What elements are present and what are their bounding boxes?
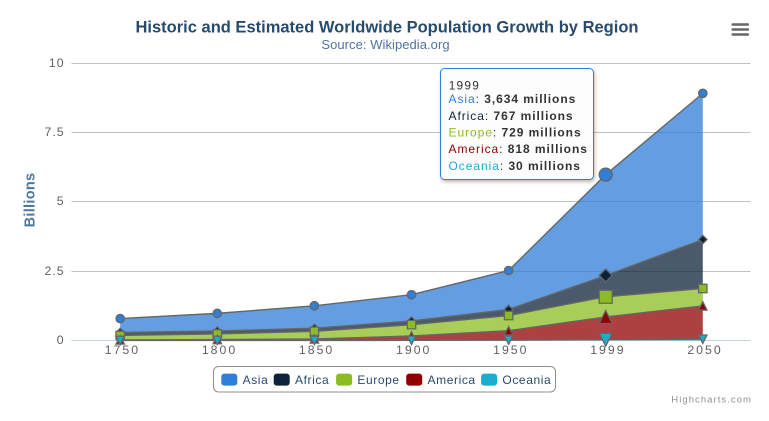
svg-text:Historic and Estimated Worldwi: Historic and Estimated Worldwide Populat…	[136, 19, 639, 37]
svg-text:1999: 1999	[590, 343, 625, 357]
svg-text:1800: 1800	[202, 343, 237, 357]
svg-text:2.5: 2.5	[44, 264, 64, 278]
svg-text:1999: 1999	[449, 79, 480, 93]
svg-text:Asia: Asia	[243, 373, 269, 387]
svg-text:Africa: Africa	[295, 373, 329, 387]
svg-text:7.5: 7.5	[44, 125, 64, 139]
svg-text:5: 5	[57, 194, 65, 208]
svg-text:America: America	[428, 373, 476, 387]
svg-text:2050: 2050	[687, 343, 722, 357]
svg-text:1900: 1900	[396, 343, 431, 357]
svg-text:1850: 1850	[299, 343, 334, 357]
svg-text:America: 818 millions: America: 818 millions	[449, 142, 588, 156]
svg-text:0: 0	[57, 333, 65, 347]
svg-text:Asia: 3,634 millions: Asia: 3,634 millions	[449, 92, 577, 106]
svg-text:Billions: Billions	[23, 173, 39, 228]
svg-text:Europe: Europe	[357, 373, 399, 387]
svg-text:10: 10	[49, 56, 65, 70]
svg-text:Highcharts.com: Highcharts.com	[671, 395, 752, 406]
svg-text:1950: 1950	[493, 343, 528, 357]
svg-text:Africa: 767 millions: Africa: 767 millions	[449, 109, 574, 123]
svg-text:1750: 1750	[105, 343, 140, 357]
svg-text:Oceania: Oceania	[502, 373, 551, 387]
svg-text:Oceania: 30 millions: Oceania: 30 millions	[449, 159, 581, 173]
svg-text:Europe: 729 millions: Europe: 729 millions	[449, 126, 582, 140]
svg-text:Source: Wikipedia.org: Source: Wikipedia.org	[321, 37, 449, 52]
